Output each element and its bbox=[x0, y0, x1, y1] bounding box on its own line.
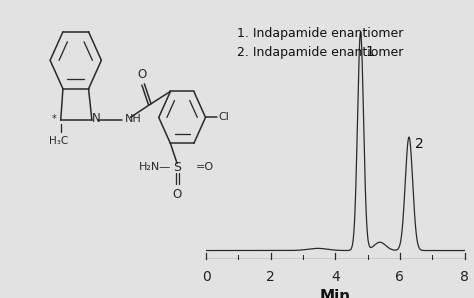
Text: O: O bbox=[137, 68, 146, 81]
Text: N: N bbox=[91, 112, 100, 125]
Text: NH: NH bbox=[125, 114, 141, 124]
Text: O: O bbox=[173, 188, 182, 201]
Text: =O: =O bbox=[196, 162, 214, 172]
Text: Cl: Cl bbox=[218, 112, 229, 122]
Text: 1. Indapamide enantiomer: 1. Indapamide enantiomer bbox=[237, 27, 403, 40]
X-axis label: Min: Min bbox=[320, 289, 351, 298]
Text: 2: 2 bbox=[415, 137, 424, 151]
Text: 1: 1 bbox=[365, 45, 374, 59]
Text: *: * bbox=[52, 114, 57, 124]
Text: 2. Indapamide enantiomer: 2. Indapamide enantiomer bbox=[237, 46, 403, 59]
Text: H₂N—: H₂N— bbox=[139, 162, 172, 172]
Text: H₃C: H₃C bbox=[49, 136, 68, 146]
Text: S: S bbox=[173, 161, 181, 174]
